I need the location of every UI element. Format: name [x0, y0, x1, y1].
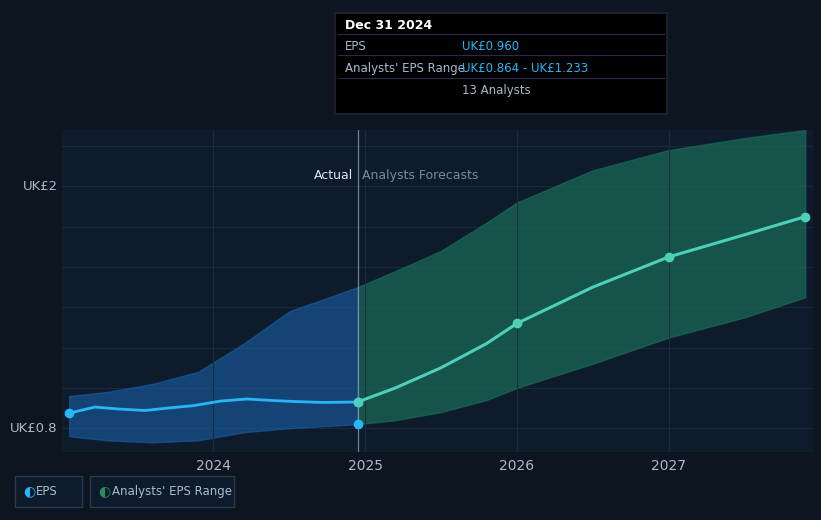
Text: Actual: Actual [314, 168, 353, 181]
Text: Analysts Forecasts: Analysts Forecasts [362, 168, 479, 181]
Text: Analysts' EPS Range: Analysts' EPS Range [345, 62, 465, 75]
Text: UK£0.960: UK£0.960 [462, 40, 520, 53]
Text: UK£0.8: UK£0.8 [11, 422, 57, 435]
Text: Analysts' EPS Range: Analysts' EPS Range [112, 485, 232, 498]
Text: ◐: ◐ [23, 485, 35, 498]
Text: UK£2: UK£2 [23, 180, 57, 193]
Text: UK£0.864 - UK£1.233: UK£0.864 - UK£1.233 [462, 62, 589, 75]
Text: 13 Analysts: 13 Analysts [462, 84, 531, 97]
Text: Dec 31 2024: Dec 31 2024 [345, 19, 432, 32]
Text: EPS: EPS [345, 40, 366, 53]
Text: ◐: ◐ [99, 485, 111, 498]
Text: EPS: EPS [36, 485, 57, 498]
